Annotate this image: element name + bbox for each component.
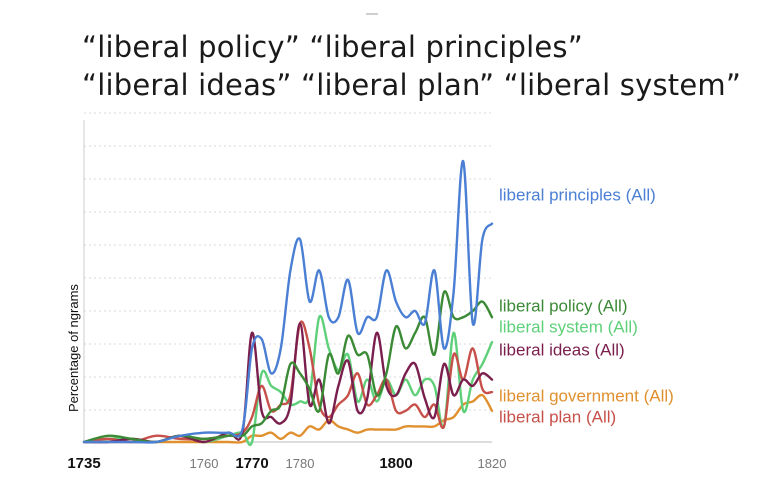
series-label-liberal-policy: liberal policy (All): [499, 296, 627, 315]
series-line-liberal-principles: [82, 159, 494, 444]
slide-title-line-1: “liberal policy” “liberal principles”: [82, 30, 583, 64]
x-tick-label: 1820: [478, 456, 507, 471]
series-label-liberal-plan: liberal plan (All): [499, 407, 616, 426]
series-line-liberal-ideas: [82, 322, 494, 444]
series-label-liberal-system: liberal system (All): [499, 317, 638, 336]
series-label-liberal-principles: liberal principles (All): [499, 185, 656, 204]
x-tick-label: 1760: [190, 456, 219, 471]
top-divider-mark: [366, 13, 378, 15]
series-line-liberal-policy: [82, 290, 494, 444]
x-tick-label: 1735: [67, 455, 100, 472]
slide-title-line-2: “liberal ideas” “liberal plan” “liberal …: [82, 68, 742, 102]
series-label-liberal-government: liberal government (All): [499, 386, 674, 405]
x-tick-label: 1770: [235, 455, 268, 472]
series-label-liberal-ideas: liberal ideas (All): [499, 340, 625, 359]
x-tick-label: 1800: [379, 455, 412, 472]
x-tick-label: 1780: [286, 456, 315, 471]
series-line-liberal-system: [82, 314, 494, 447]
